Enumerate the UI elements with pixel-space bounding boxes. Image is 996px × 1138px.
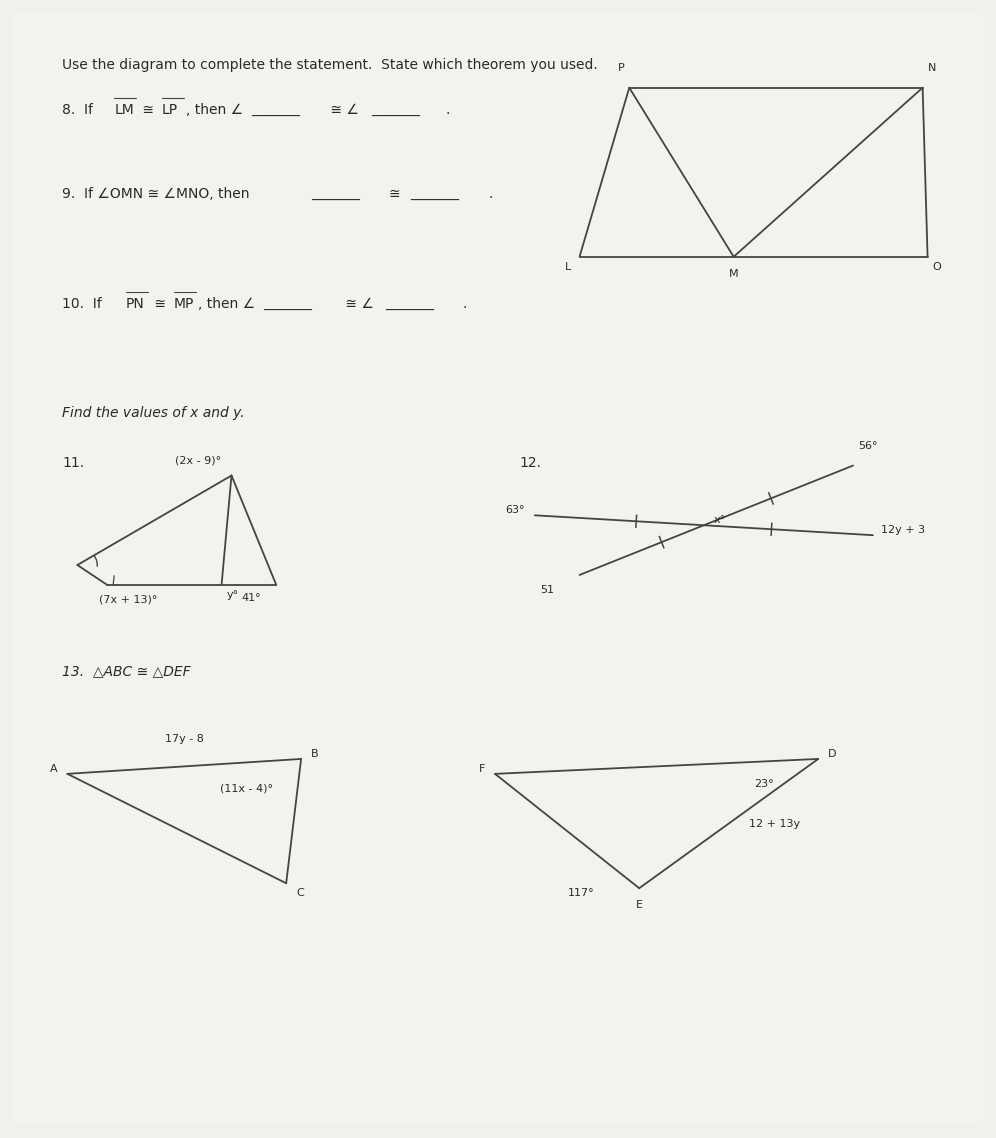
- Text: A: A: [50, 764, 58, 774]
- Text: , then ∠: , then ∠: [185, 102, 243, 116]
- Text: (11x - 4)°: (11x - 4)°: [220, 784, 273, 794]
- Text: LP: LP: [162, 102, 178, 116]
- Text: C: C: [296, 889, 304, 898]
- Text: 12.: 12.: [520, 455, 542, 470]
- Text: 10.  If: 10. If: [63, 297, 107, 311]
- Text: , then ∠: , then ∠: [197, 297, 255, 311]
- Text: 11.: 11.: [63, 455, 85, 470]
- Text: 23°: 23°: [754, 778, 773, 789]
- Text: O: O: [932, 262, 941, 272]
- Text: .: .: [445, 102, 449, 116]
- Text: Find the values of x and y.: Find the values of x and y.: [63, 406, 245, 420]
- Text: 12y + 3: 12y + 3: [880, 526, 925, 535]
- Text: M: M: [729, 269, 738, 279]
- Text: ≅ ∠: ≅ ∠: [326, 102, 359, 116]
- Text: ≅: ≅: [388, 187, 400, 201]
- Text: 41°: 41°: [241, 593, 261, 603]
- Text: 9.  If ∠OMN ≅ ∠MNO, then: 9. If ∠OMN ≅ ∠MNO, then: [63, 187, 250, 201]
- Text: 12 + 13y: 12 + 13y: [749, 818, 800, 828]
- Text: ≅: ≅: [138, 102, 158, 116]
- Text: _______: _______: [311, 187, 360, 201]
- Text: PN: PN: [126, 297, 144, 311]
- Text: y°: y°: [226, 589, 239, 600]
- Text: 51: 51: [541, 585, 555, 595]
- Text: 17y - 8: 17y - 8: [164, 734, 204, 743]
- Text: Use the diagram to complete the statement.  State which theorem you used.: Use the diagram to complete the statemen…: [63, 58, 599, 72]
- Text: _______: _______: [410, 187, 459, 201]
- Text: B: B: [311, 749, 319, 759]
- Text: _______: _______: [263, 297, 313, 311]
- FancyBboxPatch shape: [13, 14, 983, 1124]
- Text: _______: _______: [371, 102, 419, 116]
- Text: ≅ ∠: ≅ ∠: [341, 297, 374, 311]
- Text: _______: _______: [251, 102, 301, 116]
- Text: P: P: [618, 63, 624, 73]
- Text: 117°: 117°: [568, 889, 595, 898]
- Text: E: E: [635, 900, 642, 910]
- Text: .: .: [488, 187, 492, 201]
- Text: (7x + 13)°: (7x + 13)°: [100, 595, 157, 605]
- Text: N: N: [927, 63, 936, 73]
- Text: 56°: 56°: [858, 440, 877, 451]
- Text: 63°: 63°: [505, 505, 525, 516]
- Text: _______: _______: [384, 297, 433, 311]
- Text: D: D: [828, 749, 837, 759]
- Text: 8.  If: 8. If: [63, 102, 98, 116]
- Text: .: .: [462, 297, 466, 311]
- Text: L: L: [566, 262, 572, 272]
- Text: 13.  △ABC ≅ △DEF: 13. △ABC ≅ △DEF: [63, 665, 191, 678]
- Text: LM: LM: [115, 102, 133, 116]
- Text: ≅: ≅: [150, 297, 170, 311]
- Text: x°: x°: [714, 516, 726, 526]
- Text: MP: MP: [174, 297, 194, 311]
- Text: (2x - 9)°: (2x - 9)°: [175, 455, 221, 465]
- Text: F: F: [479, 764, 485, 774]
